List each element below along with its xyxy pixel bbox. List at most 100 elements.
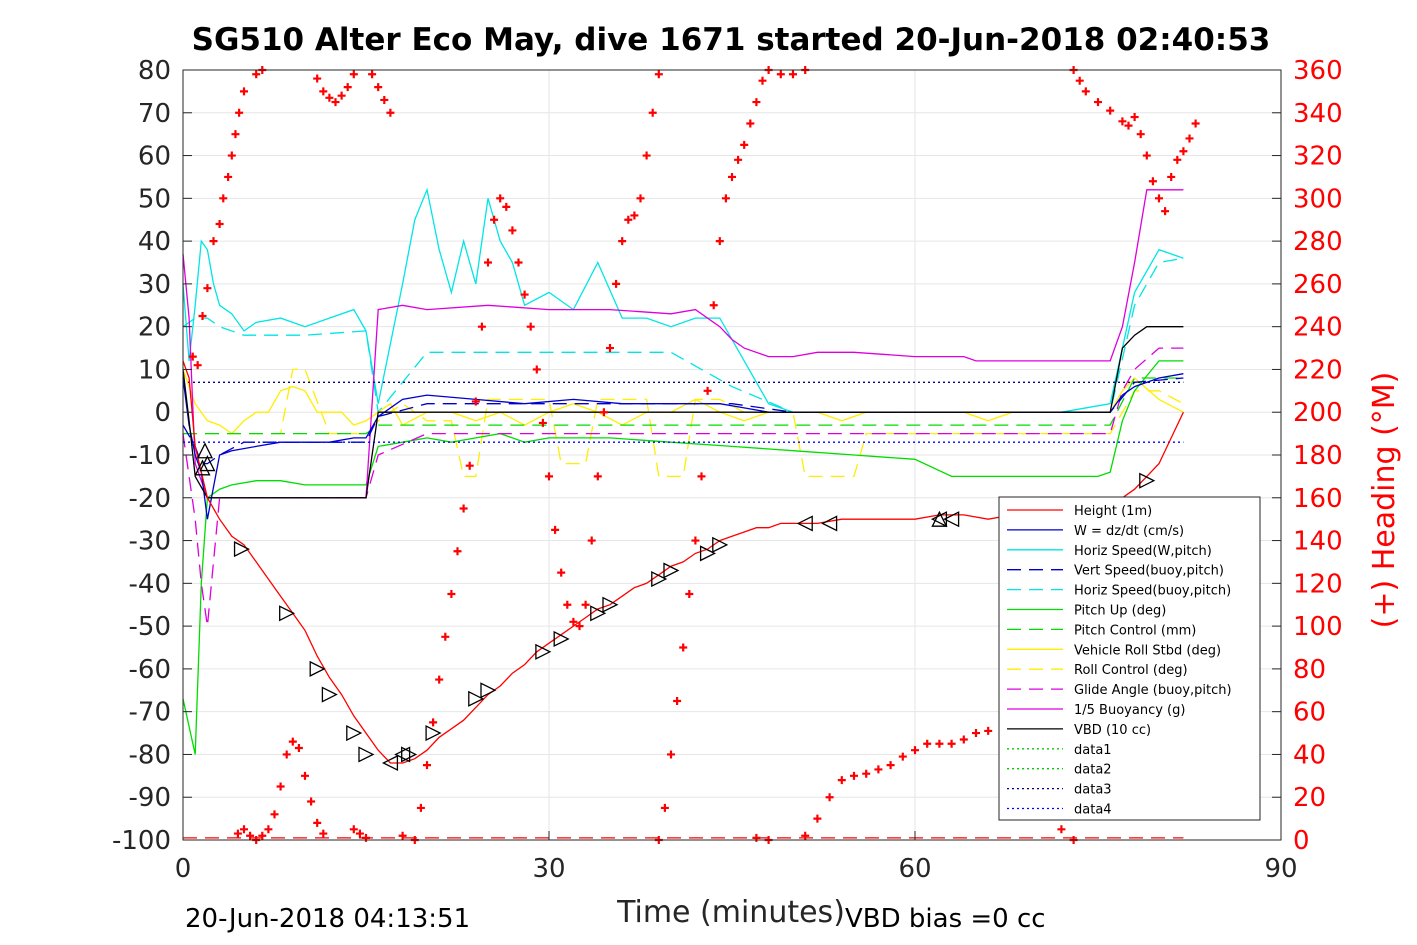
right-tick-label: 300	[1293, 184, 1343, 214]
heading-marker	[837, 776, 846, 785]
heading-marker	[947, 739, 956, 748]
heading-marker	[270, 810, 279, 819]
heading-marker	[227, 151, 236, 160]
dive-marker-up	[196, 442, 214, 459]
x-tick-label: 30	[532, 854, 565, 884]
heading-marker	[508, 226, 517, 235]
dive-marker-right	[309, 660, 326, 677]
heading-marker	[1118, 117, 1127, 126]
heading-marker	[752, 833, 761, 842]
series-line-4	[182, 257, 1184, 414]
legend-label: Horiz Speed(W,pitch)	[1074, 544, 1212, 559]
legend-label: Height (1m)	[1074, 504, 1152, 519]
dive-marker-right	[233, 541, 251, 558]
heading-marker	[673, 696, 682, 705]
x-tick-label: 60	[898, 854, 931, 884]
heading-marker	[1155, 194, 1163, 203]
heading-marker	[416, 803, 425, 812]
heading-marker	[252, 70, 261, 79]
heading-marker	[825, 793, 834, 802]
heading-marker	[526, 322, 535, 331]
heading-marker	[599, 408, 608, 417]
heading-marker	[911, 746, 919, 755]
dive-marker-left	[821, 515, 838, 532]
heading-marker	[545, 472, 553, 481]
right-tick-label: 100	[1293, 612, 1343, 642]
heading-marker	[709, 301, 718, 310]
heading-marker	[612, 279, 621, 288]
left-tick-label: 30	[138, 270, 171, 300]
heading-marker	[349, 825, 358, 834]
left-tick-label: -30	[129, 527, 171, 557]
right-tick-label: 160	[1293, 484, 1343, 514]
heading-marker	[465, 461, 474, 470]
heading-marker	[538, 418, 547, 427]
series-line-0	[182, 360, 1184, 764]
heading-marker	[319, 87, 328, 96]
right-tick-label: 280	[1293, 227, 1343, 257]
heading-marker	[453, 547, 462, 556]
right-tick-label: 20	[1293, 783, 1326, 813]
series-line-11	[182, 326, 1184, 499]
heading-marker	[219, 194, 228, 203]
heading-marker	[203, 284, 212, 293]
heading-marker	[1057, 825, 1066, 834]
right-tick-label: 260	[1293, 270, 1343, 300]
right-tick-label: 240	[1293, 313, 1343, 343]
heading-marker	[776, 70, 785, 79]
heading-marker	[557, 568, 566, 577]
legend-label: data3	[1074, 783, 1112, 798]
dive-marker-left	[381, 754, 399, 772]
heading-marker	[874, 765, 883, 774]
heading-marker	[636, 194, 645, 203]
right-tick-label: 220	[1293, 355, 1343, 385]
legend-label: VBD (10 cc)	[1074, 723, 1151, 738]
heading-marker	[1148, 177, 1157, 186]
heading-marker	[752, 98, 761, 107]
heading-marker	[502, 202, 511, 211]
heading-marker	[581, 600, 590, 609]
legend-label: Horiz Speed(buoy,pitch)	[1074, 584, 1231, 599]
dive-marker-right	[401, 746, 418, 763]
chart-title: SG510 Alter Eco May, dive 1671 started 2…	[192, 22, 1271, 58]
right-y-axis-label: (+) Heading (°M)	[1367, 372, 1402, 629]
dive-marker-up	[931, 510, 948, 527]
heading-marker	[654, 70, 663, 79]
x-tick-label: 90	[1264, 854, 1297, 884]
legend: Height (1m) W = dz/dt (cm/s) Horiz Speed(W…	[998, 496, 1261, 821]
heading-marker	[679, 643, 688, 652]
legend-label: data1	[1074, 743, 1112, 758]
heading-marker	[746, 119, 755, 128]
heading-marker	[593, 472, 602, 481]
right-y-axis: 3603403203002802602402202001801601401201…	[1272, 56, 1343, 856]
heading-marker	[447, 590, 456, 599]
dive-marker-left	[943, 511, 960, 528]
heading-marker	[484, 258, 492, 267]
legend-label: W = dz/dt (cm/s)	[1074, 524, 1184, 539]
heading-marker	[972, 729, 980, 738]
dive-marker-right	[651, 571, 668, 588]
legend-label: data4	[1074, 803, 1112, 818]
dive-marker-right	[663, 562, 680, 579]
heading-marker	[386, 108, 395, 117]
heading-marker	[380, 95, 389, 104]
left-tick-label: -20	[129, 484, 171, 514]
dive-marker-right	[699, 545, 717, 562]
heading-marker	[984, 726, 993, 735]
heading-marker	[398, 831, 407, 840]
legend-label: Glide Angle (buoy,pitch)	[1074, 683, 1232, 698]
right-tick-label: 180	[1293, 441, 1343, 471]
left-tick-label: 70	[138, 99, 171, 129]
heading-marker	[307, 797, 316, 806]
series-layer	[182, 187, 1184, 839]
heading-marker	[224, 172, 233, 181]
dive-marker-right	[1139, 472, 1156, 489]
right-tick-label: 60	[1293, 698, 1326, 728]
heading-marker	[1173, 155, 1182, 164]
dive-marker-right	[553, 630, 570, 647]
x-axis-label: Time (minutes)	[616, 895, 845, 930]
left-tick-label: -50	[129, 612, 171, 642]
left-tick-label: -40	[129, 569, 171, 599]
heading-marker	[193, 361, 202, 370]
heading-marker	[569, 617, 578, 626]
